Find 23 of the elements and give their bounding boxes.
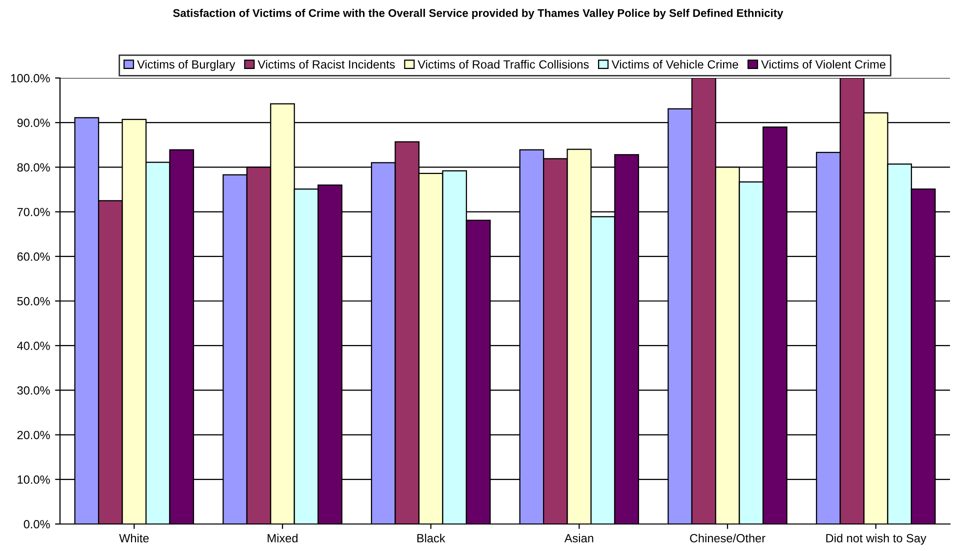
legend-label: Victims of Burglary — [137, 60, 236, 71]
legend-label: Victims of Racist Incidents — [258, 60, 395, 69]
y-tick-label: 10.0% — [18, 475, 50, 484]
legend-label: Victims of Violent Crime — [761, 60, 886, 69]
x-tick-label: Mixed — [268, 534, 298, 542]
legend-label: Victims of Vehicle Crime — [612, 60, 738, 69]
chart-title: Satisfaction of Victims of Crime with the Overall Service provided by Thames Valley Police by Self Defined Ethnicity — [173, 8, 784, 20]
y-tick-label: 30.0% — [17, 386, 50, 395]
x-tick-label: Chinese/Other — [690, 534, 766, 542]
y-tick-label: 20.0% — [17, 430, 50, 440]
y-tick-label: 90.0% — [17, 118, 50, 127]
y-tick-label: 40.0% — [17, 342, 50, 350]
y-tick-label: 0.0% — [24, 520, 50, 528]
y-tick-label: 70.0% — [17, 208, 50, 216]
legend-label: Victims of Road Traffic Collisions — [418, 60, 589, 69]
y-tick-label: 60.0% — [17, 252, 50, 261]
y-tick-label: 80.0% — [17, 163, 50, 172]
x-tick-label: Did not wish to Say — [826, 534, 926, 545]
x-tick-label: Black — [417, 534, 446, 542]
y-tick-label: 100.0% — [11, 74, 50, 82]
x-tick-label: Asian — [564, 534, 594, 542]
y-tick-label: 50.0% — [17, 297, 50, 306]
x-tick-label: White — [119, 534, 149, 542]
